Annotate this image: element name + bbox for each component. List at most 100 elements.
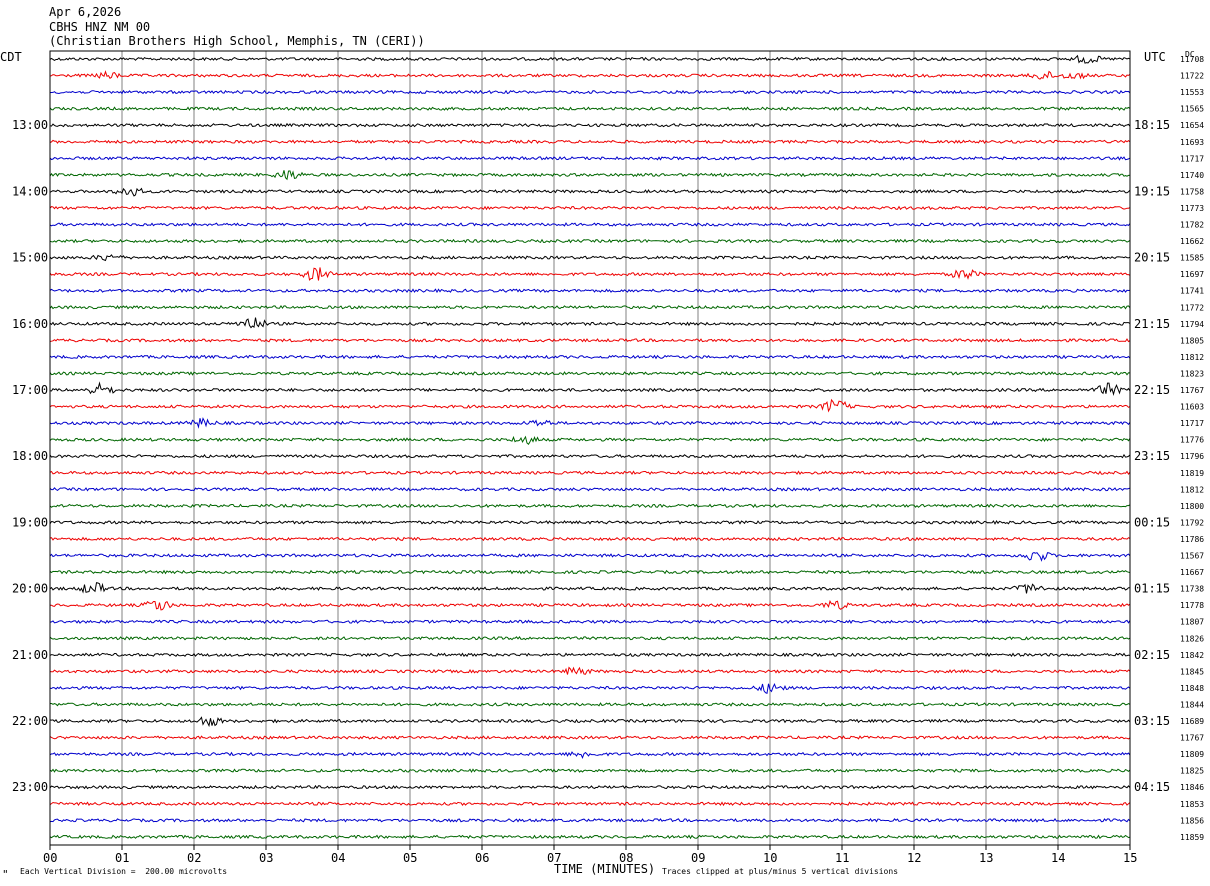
trace-line [49,636,1131,641]
dc-value-label: 11844 [1180,700,1204,709]
trace-line [49,354,1131,360]
minute-gridlines [121,51,1059,845]
dc-value-label: 11740 [1180,171,1204,180]
scale-note: Each Vertical Division = 200.00 microvol… [20,867,228,876]
dc-value-label: 11776 [1180,436,1204,445]
right-hour-label: 19:15 [1134,184,1170,198]
trace-line [49,520,1131,525]
right-hour-labels: 18:15 19:15 20:15 21:15 22:15 23:15 00:15 01:15… [1134,118,1170,794]
x-tick-label: 12 [907,851,921,865]
dc-value-label: 11689 [1180,717,1204,726]
seismic-traces [49,54,1131,840]
dc-value-label: 11778 [1180,601,1204,610]
dc-value-label: 11786 [1180,535,1204,544]
trace-line [49,205,1131,211]
trace-line [49,381,1131,396]
x-tick-label: 15 [1123,851,1137,865]
dc-value-label: 11823 [1180,369,1204,378]
left-hour-label: 14:00 [12,184,48,198]
dc-header-label: DC [1185,50,1195,59]
x-tick-label: 09 [691,851,705,865]
trace-line [49,89,1131,95]
right-hour-label: 02:15 [1134,648,1170,662]
dc-value-label: 11662 [1180,237,1204,246]
trace-line [49,338,1131,343]
x-tick-label: 13 [979,851,993,865]
trace-line [49,503,1131,509]
dc-value-label: 11809 [1180,750,1204,759]
trace-line [49,54,1131,64]
trace-line [49,267,1131,281]
dc-value-label: 11794 [1180,320,1204,329]
dc-value-label: 11738 [1180,585,1204,594]
dc-value-label: 11805 [1180,336,1204,345]
dc-value-label: 11800 [1180,502,1204,511]
trace-line [49,254,1131,262]
station-code: CBHS HNZ NM 00 [49,19,151,34]
dc-value-label: 11859 [1180,833,1204,842]
x-tick-label: 04 [331,851,345,865]
dc-value-label: 11758 [1180,187,1204,196]
dc-value-label: 11603 [1180,403,1204,412]
trace-line [49,238,1131,244]
dc-value-label: 11845 [1180,667,1204,676]
trace-line [49,569,1131,575]
trace-line [49,801,1131,807]
left-hour-label: 21:00 [12,648,48,662]
clip-note: Traces clipped at plus/minus 5 vertical … [662,867,899,876]
dc-value-label: 11856 [1180,816,1204,825]
x-tick-label: 00 [43,851,57,865]
trace-line [49,222,1131,227]
trace-line [49,784,1131,790]
plot-frame [49,50,1131,846]
trace-line [50,702,1131,707]
x-tick-label: 05 [403,851,417,865]
dc-value-label: 11585 [1180,254,1204,263]
trace-line [49,453,1131,459]
left-hour-label: 18:00 [12,449,48,463]
trace-line [49,666,1131,675]
dc-value-label: 11807 [1180,618,1204,627]
left-hour-label: 17:00 [12,383,48,397]
trace-line [49,70,1131,80]
trace-line [49,398,1131,413]
dc-value-label: 11812 [1180,353,1204,362]
dc-value-label: 11717 [1180,154,1204,163]
left-hour-label: 16:00 [12,317,48,331]
dc-value-label: 11553 [1180,88,1204,97]
trace-line [49,768,1131,774]
trace-line [49,652,1131,658]
trace-line [49,751,1131,760]
right-hour-label: 21:15 [1134,317,1170,331]
left-hour-labels: 13:00 14:00 15:00 16:00 17:00 18:00 19:00 20:00… [12,118,48,794]
dc-value-label: 11722 [1180,72,1204,81]
dc-value-label: 11654 [1180,121,1204,130]
station-location: (Christian Brothers High School, Memphis… [49,34,425,48]
trace-line [49,304,1131,310]
dc-value-label: 11567 [1180,552,1204,561]
right-hour-label: 00:15 [1134,515,1170,529]
corner-mark: " [2,868,9,881]
trace-line [49,582,1130,594]
trace-line [49,716,1131,728]
right-hour-label: 23:15 [1134,449,1170,463]
x-tick-label: 07 [547,851,561,865]
trace-line [49,155,1131,161]
right-hour-label: 20:15 [1134,251,1170,265]
dc-value-label: 11667 [1180,568,1204,577]
trace-line [49,536,1131,542]
trace-line [49,371,1131,376]
dc-value-label: 11848 [1180,684,1204,693]
dc-offset-labels: 11708 11722 11553 11565 11654 11693 11717 11740… [1180,55,1204,842]
dc-value-label: 11741 [1180,287,1204,296]
left-hour-label: 19:00 [12,515,48,529]
right-hour-label: 22:15 [1134,383,1170,397]
dc-value-label: 11826 [1180,634,1204,643]
trace-line [49,435,1131,445]
plot-header: Apr 6,2026 CBHS HNZ NM 00 (Christian Bro… [49,5,425,49]
x-tick-label: 02 [187,851,201,865]
dc-value-label: 11693 [1180,138,1204,147]
left-timezone-label: CDT [0,50,22,64]
dc-value-label: 11773 [1180,204,1204,213]
x-tick-label: 14 [1051,851,1065,865]
